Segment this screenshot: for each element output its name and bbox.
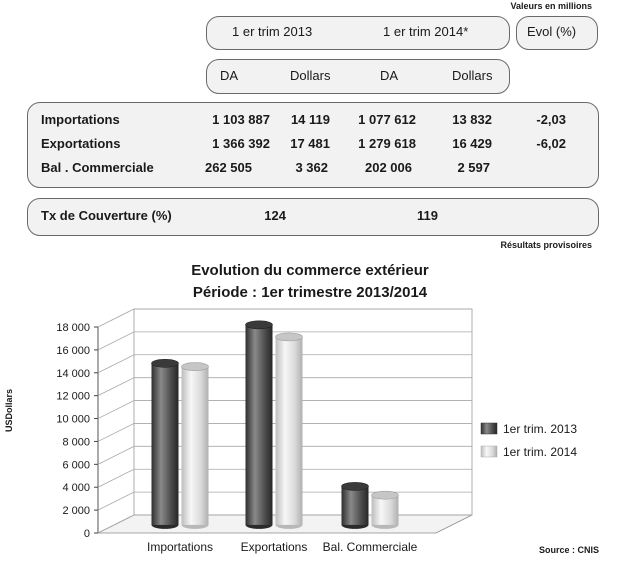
grid-line [97,445,472,465]
period-header-2013: 1 er trim 2013 [232,24,313,39]
legend-item: 1er trim. 2013 [480,422,577,436]
provisional-footnote: Résultats provisoires [500,240,592,250]
legend-label: 1er trim. 2014 [503,445,577,459]
cell-imp-da-2014: 1 077 612 [358,112,416,127]
period-header-box [206,16,510,50]
y-axis-label: USDollars [4,388,14,432]
coverage-row-box [27,198,599,236]
grid-line [97,308,472,328]
coverage-2013: 124 [264,208,286,223]
row-label-importations: Importations [41,112,120,127]
y-tick-label: 8 000 [62,436,90,448]
grid-line [97,331,472,351]
bar-1er-trim-2014-bal-commerciale [371,490,399,529]
cell-bal-da-2014: 202 006 [365,160,412,175]
bar-1er-trim-2014-exportations [275,332,303,529]
legend-swatch [480,445,498,458]
legend-item: 1er trim. 2014 [480,445,577,459]
cell-imp-da-2013: 1 103 887 [212,112,270,127]
legend-label: 1er trim. 2013 [503,422,577,436]
cell-imp-evol: -2,03 [536,112,566,127]
cell-exp-usd-2014: 16 429 [452,136,492,151]
grid-line [97,423,472,442]
legend-swatch [480,422,498,435]
y-tick-label: 16 000 [56,345,90,357]
bar-1er-trim-2014-importations [181,362,209,529]
chart-subtitle: Période : 1er trimestre 2013/2014 [192,284,428,301]
cell-exp-usd-2013: 17 481 [290,136,330,151]
currency-header-da-2013: DA [220,68,239,83]
cell-exp-da-2014: 1 279 618 [358,136,416,151]
x-category-label: Exportations [241,540,308,554]
grid-line [97,468,472,488]
y-tick-label: 6 000 [62,459,90,471]
cell-exp-da-2013: 1 366 392 [212,136,270,151]
cell-imp-usd-2013: 14 119 [290,112,330,127]
data-rows-box [27,102,599,188]
bar-1er-trim-2013-importations [151,359,179,529]
row-label-balance: Bal . Commerciale [41,160,154,175]
y-tick-label: 12 000 [56,391,90,403]
evol-header-box [516,16,598,50]
grid-line [97,377,472,397]
cell-imp-usd-2014: 13 832 [452,112,492,127]
currency-header-usd-2013: Dollars [290,68,331,83]
y-tick-label: 18 000 [56,322,90,334]
cell-bal-usd-2013: 3 362 [295,160,328,175]
y-tick-label: 2 000 [62,505,90,517]
bar-1er-trim-2013-exportations [245,320,273,529]
row-label-exportations: Exportations [41,136,121,151]
y-tick-label: 14 000 [56,368,90,380]
source-note: Source : CNIS [539,545,600,555]
y-tick-label: 0 [84,528,90,540]
currency-header-box [206,59,510,94]
currency-header-da-2014: DA [380,68,399,83]
bar-1er-trim-2013-bal-commerciale [341,482,369,529]
cell-bal-da-2013: 262 505 [205,160,252,175]
grid-line [97,400,472,419]
x-category-label: Bal. Commerciale [323,540,418,554]
period-header-2014: 1 er trim 2014* [383,24,469,39]
y-tick-label: 10 000 [56,414,90,426]
currency-header-usd-2014: Dollars [452,68,493,83]
evol-header: Evol (%) [527,24,577,39]
chart-title: Evolution du commerce extérieur [191,262,429,279]
y-tick-label: 4 000 [62,482,90,494]
bar-chart: 0 2 000 4 000 6 000 8 000 10 000 12 000 14 000 1… [56,308,577,554]
coverage-2014: 119 [417,208,438,223]
grid-line [97,354,472,374]
units-note: Valeurs en millions [510,1,592,11]
cell-exp-evol: -6,02 [536,136,566,151]
cell-bal-usd-2014: 2 597 [457,160,490,175]
x-category-label: Importations [147,540,213,554]
coverage-label: Tx de Couverture (%) [41,208,172,223]
